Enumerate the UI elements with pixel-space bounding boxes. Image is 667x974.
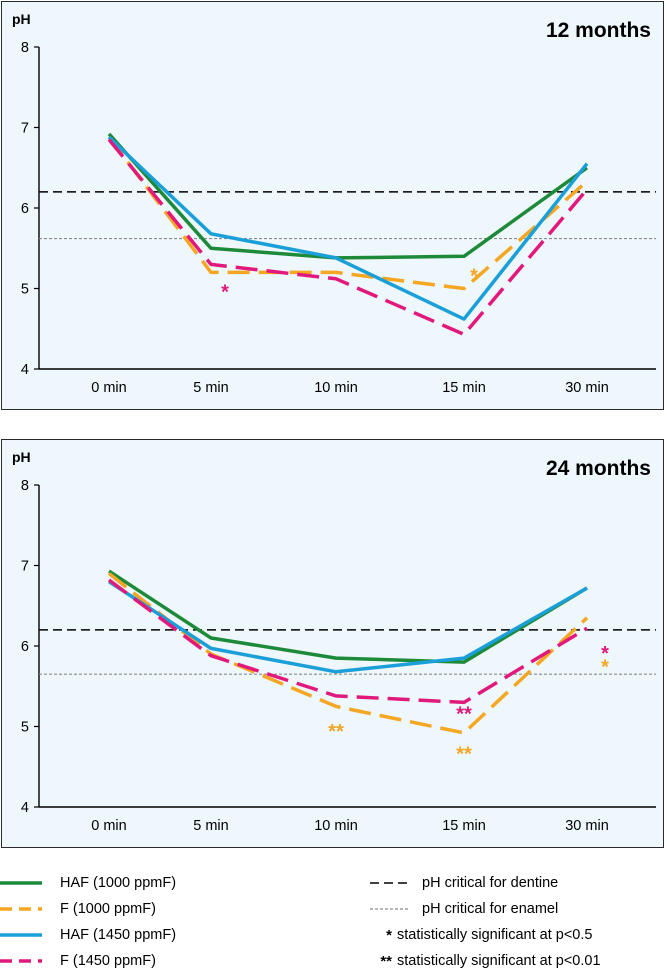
y-tick-label: 5	[21, 720, 29, 736]
y-tick-label: 4	[21, 800, 29, 816]
series-line-haf-1450-ppmf	[108, 580, 588, 674]
legend-swatch-dentine	[370, 882, 408, 884]
chart-title: 24 months	[546, 457, 651, 480]
significance-annotation: *	[221, 282, 229, 304]
x-tick-label: 30 min	[565, 380, 609, 396]
y-tick-label: 8	[21, 40, 29, 56]
legend-swatch-haf-1450	[0, 933, 42, 937]
series-line-haf-1000-ppmf	[108, 569, 588, 664]
legend-label-f-1000: F (1000 ppmF)	[60, 901, 156, 917]
series-line-haf-1450-ppmf	[107, 135, 589, 321]
legend-swatch-f-1450	[0, 959, 42, 963]
legend-label-enamel: pH critical for enamel	[422, 901, 559, 917]
legend-label-haf-1000: HAF (1000 ppmF)	[60, 875, 177, 891]
legend-label-haf-1450: HAF (1450 ppmF)	[60, 927, 177, 943]
x-tick-label: 10 min	[314, 818, 358, 834]
significance-annotation: **	[456, 703, 472, 725]
legend-label-f-1450: F (1450 ppmF)	[60, 953, 156, 969]
legend-swatch-enamel	[370, 908, 408, 910]
significance-annotation: *	[470, 265, 478, 287]
y-tick-label: 6	[21, 201, 29, 217]
significance-mark-double: **	[380, 952, 392, 970]
series-line-f-1450-ppmf	[107, 138, 589, 337]
legend-swatch-haf-1000	[0, 881, 42, 885]
significance-annotation: *	[601, 657, 609, 679]
legend-item-f-1450: F (1450 ppmF)	[0, 948, 330, 974]
x-tick-label: 15 min	[442, 380, 486, 396]
chart-title: 12 months	[546, 19, 651, 42]
x-tick-label: 15 min	[442, 818, 486, 834]
x-tick-label: 0 min	[91, 380, 126, 396]
y-tick-label: 5	[21, 282, 29, 298]
y-axis-label: pH	[12, 449, 31, 465]
series-line-f-1450-ppmf	[107, 578, 588, 705]
x-tick-label: 10 min	[314, 380, 358, 396]
y-tick-label: 7	[21, 559, 29, 575]
significance-label-double: statistically significant at p<0.01	[397, 953, 601, 969]
chart-12-months: 4 5 6 7 8 0 min 5 min 10 min 15 min 30 min pH 12 mo…	[12, 11, 656, 396]
legend-item-enamel: pH critical for enamel	[370, 896, 667, 922]
legend-item-f-1000: F (1000 ppmF)	[0, 896, 330, 922]
chart-panel-24-months: 4 5 6 7 8 0 min 5 min 10 min 15 min 30 min pH 24 mo…	[1, 439, 664, 848]
y-tick-label: 7	[21, 121, 29, 137]
legend-series: HAF (1000 ppmF) F (1000 ppmF) HAF (1450 …	[0, 870, 330, 973]
chart-24-months: 4 5 6 7 8 0 min 5 min 10 min 15 min 30 min pH 24 mo…	[12, 449, 656, 834]
significance-label-single: statistically significant at p<0.5	[397, 927, 593, 943]
y-axis-label: pH	[12, 11, 31, 27]
series-line-f-1000-ppmf	[107, 572, 589, 735]
x-tick-label: 30 min	[565, 818, 609, 834]
series-line-f-1000-ppmf	[107, 136, 589, 291]
significance-annotation: **	[328, 721, 344, 743]
chart-panel-12-months: 4 5 6 7 8 0 min 5 min 10 min 15 min 30 min pH 12 mo…	[1, 1, 664, 410]
legend-reference: pH critical for dentine pH critical for …	[370, 870, 667, 973]
y-tick-label: 8	[21, 478, 29, 494]
y-tick-label: 6	[21, 639, 29, 655]
significance-annotation: *	[601, 643, 609, 665]
y-tick-label: 4	[21, 362, 29, 378]
significance-annotation: **	[456, 744, 472, 766]
legend-item-significance-2: ** statistically significant at p<0.01	[370, 948, 667, 974]
legend-item-haf-1450: HAF (1450 ppmF)	[0, 922, 330, 948]
x-tick-label: 0 min	[91, 818, 126, 834]
series-line-haf-1000-ppmf	[107, 132, 589, 260]
legend-label-dentine: pH critical for dentine	[422, 875, 559, 891]
legend-item-haf-1000: HAF (1000 ppmF)	[0, 870, 330, 896]
significance-mark-single: *	[386, 926, 392, 944]
legend-item-significance-1: * statistically significant at p<0.5	[370, 922, 667, 948]
x-tick-label: 5 min	[193, 818, 228, 834]
legend-swatch-f-1000	[0, 907, 42, 911]
x-tick-label: 5 min	[193, 380, 228, 396]
legend-item-dentine: pH critical for dentine	[370, 870, 667, 896]
